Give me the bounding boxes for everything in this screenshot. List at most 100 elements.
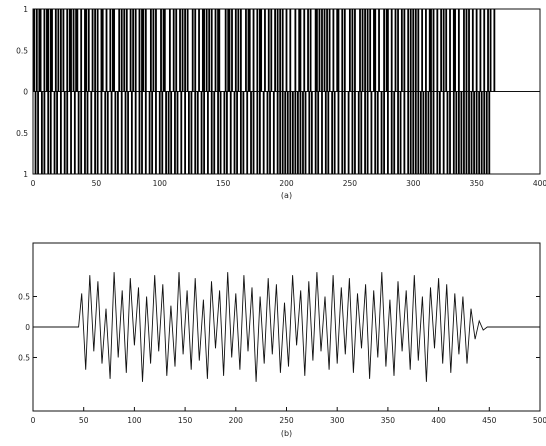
bar <box>412 91 415 174</box>
bar <box>73 91 76 174</box>
bar <box>256 91 259 174</box>
bar <box>457 9 460 92</box>
bar <box>266 91 269 174</box>
bar <box>47 91 50 174</box>
bar <box>184 9 186 92</box>
bar <box>134 9 137 92</box>
bar <box>317 91 320 174</box>
x-tick-label: 100 <box>127 416 142 425</box>
y-tick-label: 0 <box>23 88 28 97</box>
bar <box>144 9 147 92</box>
bar <box>194 9 197 92</box>
y-tick-label: 0.5 <box>18 354 30 363</box>
bar <box>480 91 483 174</box>
bar <box>274 9 276 92</box>
bar <box>390 9 393 92</box>
bar <box>51 9 53 92</box>
bar <box>409 91 412 174</box>
bar <box>279 91 282 174</box>
bar <box>85 9 88 92</box>
bar <box>302 91 304 174</box>
bar <box>294 91 297 174</box>
bar <box>303 9 306 92</box>
bar <box>470 91 473 174</box>
bar <box>351 91 354 174</box>
bar <box>284 91 287 174</box>
bar <box>226 91 228 174</box>
bar <box>337 91 340 174</box>
bar <box>407 91 410 174</box>
bar <box>59 9 62 92</box>
bar <box>188 91 190 174</box>
bar <box>387 9 389 92</box>
bar <box>70 91 72 174</box>
x-tick-label: 450 <box>482 416 497 425</box>
bar <box>250 91 252 174</box>
bar <box>34 91 37 174</box>
bar <box>117 91 119 174</box>
bar <box>210 9 213 92</box>
bar <box>57 9 60 92</box>
bar <box>46 9 48 92</box>
bar <box>359 9 361 92</box>
bar <box>176 91 179 174</box>
bar <box>223 91 226 174</box>
bar <box>37 91 39 174</box>
bar <box>245 9 247 92</box>
bar <box>422 91 425 174</box>
bar <box>454 9 456 92</box>
bar <box>43 9 46 92</box>
bar <box>242 91 245 174</box>
bar <box>436 91 439 174</box>
bar <box>361 9 364 92</box>
bar <box>294 9 297 92</box>
bar <box>155 91 157 174</box>
bar <box>175 9 178 92</box>
panel-b: 0.5 0 0.5 0 50 100 150 200 250 300 350 400 450 500 (… <box>18 242 546 438</box>
bar <box>270 9 273 92</box>
y-tick-label: 0.5 <box>16 129 28 138</box>
bar <box>219 91 222 174</box>
bar <box>110 91 113 174</box>
bar <box>314 9 317 92</box>
bar <box>452 91 455 174</box>
bar <box>33 9 36 92</box>
bar <box>347 91 350 174</box>
bar <box>161 91 164 174</box>
bar <box>118 9 121 92</box>
bar <box>291 91 294 174</box>
bar <box>180 91 183 174</box>
bar <box>56 91 58 174</box>
bar <box>366 9 369 92</box>
bar <box>403 9 406 92</box>
bar <box>100 9 103 92</box>
panel-b-y-ticks: 0.5 0 0.5 <box>18 293 540 363</box>
bar <box>394 9 397 92</box>
bar <box>170 91 173 174</box>
bar <box>194 91 197 174</box>
bar <box>326 9 328 92</box>
bar <box>331 91 334 174</box>
bar <box>104 91 107 174</box>
bar <box>323 9 326 92</box>
bar <box>179 9 181 92</box>
panel-b-frame <box>32 242 541 412</box>
bar <box>124 91 127 174</box>
bar <box>425 9 427 92</box>
bar <box>229 91 232 174</box>
bar <box>475 91 478 174</box>
bar <box>463 9 465 92</box>
bar <box>414 91 417 174</box>
bar <box>316 9 318 92</box>
bar <box>440 9 443 92</box>
bar <box>380 91 383 174</box>
bar <box>218 9 221 92</box>
bar <box>414 9 417 92</box>
bar <box>53 91 56 174</box>
bar <box>91 9 94 92</box>
bar <box>130 91 133 174</box>
bar <box>369 9 372 92</box>
bar <box>341 9 344 92</box>
bar <box>174 91 176 174</box>
